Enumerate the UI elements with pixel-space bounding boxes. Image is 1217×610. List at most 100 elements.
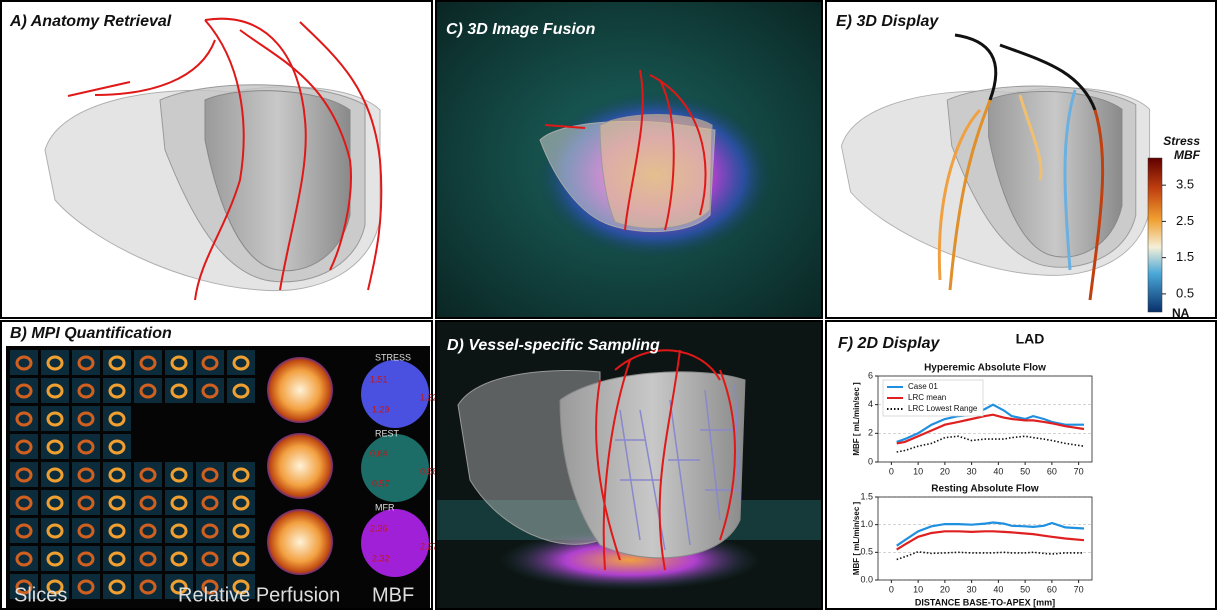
slice	[41, 378, 69, 403]
slice	[41, 406, 69, 431]
y-tick-label: 4	[868, 399, 873, 409]
slice	[196, 518, 224, 543]
panel-title: D) Vessel-specific Sampling	[447, 337, 660, 354]
bullseye-value: 0.64	[370, 448, 388, 458]
x-tick-label: 30	[967, 466, 977, 476]
panel-title: C) 3D Image Fusion	[446, 21, 596, 38]
slice	[41, 462, 69, 487]
chart-title: Resting Absolute Flow	[931, 484, 1039, 495]
colorbar-title: MBF	[1174, 148, 1201, 162]
slice	[227, 378, 255, 403]
slice	[165, 350, 193, 375]
panel-b: B) MPI Quantification STRESS REST MFR 1.…	[1, 321, 438, 609]
slice	[41, 434, 69, 459]
y-tick-label: 2	[868, 428, 873, 438]
slice	[72, 490, 100, 515]
slice	[196, 350, 224, 375]
slice	[72, 350, 100, 375]
slice	[10, 378, 38, 403]
slice	[41, 350, 69, 375]
slice	[165, 518, 193, 543]
caption: Slices	[14, 584, 67, 606]
panel-title: A) Anatomy Retrieval	[9, 13, 172, 30]
colorbar-title: Stress	[1163, 134, 1200, 148]
x-axis-label: DISTANCE BASE-TO-APEX [mm]	[915, 597, 1055, 607]
slice	[103, 490, 131, 515]
slice	[41, 490, 69, 515]
slice	[103, 406, 131, 431]
slice	[103, 574, 131, 599]
bullseye-value: 2.27	[420, 541, 438, 551]
panel-a: A) Anatomy Retrieval	[1, 1, 432, 318]
slice	[10, 546, 38, 571]
colorbar-na: NA	[1172, 306, 1190, 320]
bullseye-value: 0.58	[420, 466, 438, 476]
bullseye-value: 1.51	[370, 374, 388, 384]
slice	[72, 462, 100, 487]
colorbar-tick-label: 3.5	[1176, 177, 1194, 192]
figure: A) Anatomy Retrieval C) 3D Image Fusion …	[0, 0, 1217, 610]
slice	[227, 546, 255, 571]
mode-label: STRESS	[375, 352, 411, 362]
x-tick-label: 60	[1047, 584, 1057, 594]
slice	[227, 350, 255, 375]
slice	[10, 350, 38, 375]
caption: MBF	[372, 584, 414, 606]
slice	[72, 378, 100, 403]
y-tick-label: 0	[868, 456, 873, 466]
slice	[227, 518, 255, 543]
x-tick-label: 0	[889, 466, 894, 476]
slice	[41, 518, 69, 543]
colorbar-tick-label: 1.5	[1176, 249, 1194, 264]
x-tick-label: 10	[913, 466, 923, 476]
slice	[103, 462, 131, 487]
colorbar-tick-label: 2.5	[1176, 213, 1194, 228]
panel-f: F) 2D Display LAD Hyperemic Absolute Flo…	[826, 321, 1216, 609]
x-tick-label: 50	[1020, 466, 1030, 476]
slice	[165, 490, 193, 515]
y-tick-label: 0.5	[860, 547, 873, 557]
mode-label: MFR	[375, 502, 395, 512]
x-tick-label: 20	[940, 466, 950, 476]
slice	[103, 378, 131, 403]
slice	[72, 574, 100, 599]
chart-title: Hyperemic Absolute Flow	[924, 363, 1046, 374]
slice	[10, 490, 38, 515]
slice	[227, 462, 255, 487]
x-tick-label: 70	[1074, 584, 1084, 594]
slice	[103, 434, 131, 459]
caption: Relative Perfusion	[178, 584, 340, 606]
bullseye-value: 2.36	[370, 523, 388, 533]
y-axis-label: MBF [ mL/min/sec ]	[852, 501, 861, 575]
x-tick-label: 10	[913, 584, 923, 594]
chart-heading: LAD	[1016, 331, 1045, 347]
slice	[165, 378, 193, 403]
x-tick-label: 20	[940, 584, 950, 594]
slice	[10, 462, 38, 487]
y-tick-label: 1.5	[860, 491, 873, 501]
slice	[134, 462, 162, 487]
legend-label: LRC mean	[908, 393, 946, 402]
slice	[165, 546, 193, 571]
slice	[227, 490, 255, 515]
y-axis-label: MBF [ mL/min/sec ]	[852, 382, 861, 456]
slice	[72, 406, 100, 431]
slice	[10, 434, 38, 459]
x-tick-label: 40	[993, 466, 1003, 476]
slice	[103, 350, 131, 375]
legend-label: Case 01	[908, 382, 938, 391]
y-tick-label: 0.0	[860, 574, 873, 584]
x-tick-label: 0	[889, 584, 894, 594]
slice	[41, 546, 69, 571]
panel-title: E) 3D Display	[836, 13, 939, 30]
panel-title: F) 2D Display	[838, 335, 940, 352]
slice	[134, 546, 162, 571]
y-tick-label: 6	[868, 370, 873, 380]
mode-label: REST	[375, 428, 400, 438]
panel-d: D) Vessel-specific Sampling	[436, 321, 822, 609]
bullseye-value: 2.32	[372, 553, 390, 563]
slice	[134, 574, 162, 599]
slice	[72, 518, 100, 543]
x-tick-label: 50	[1020, 584, 1030, 594]
